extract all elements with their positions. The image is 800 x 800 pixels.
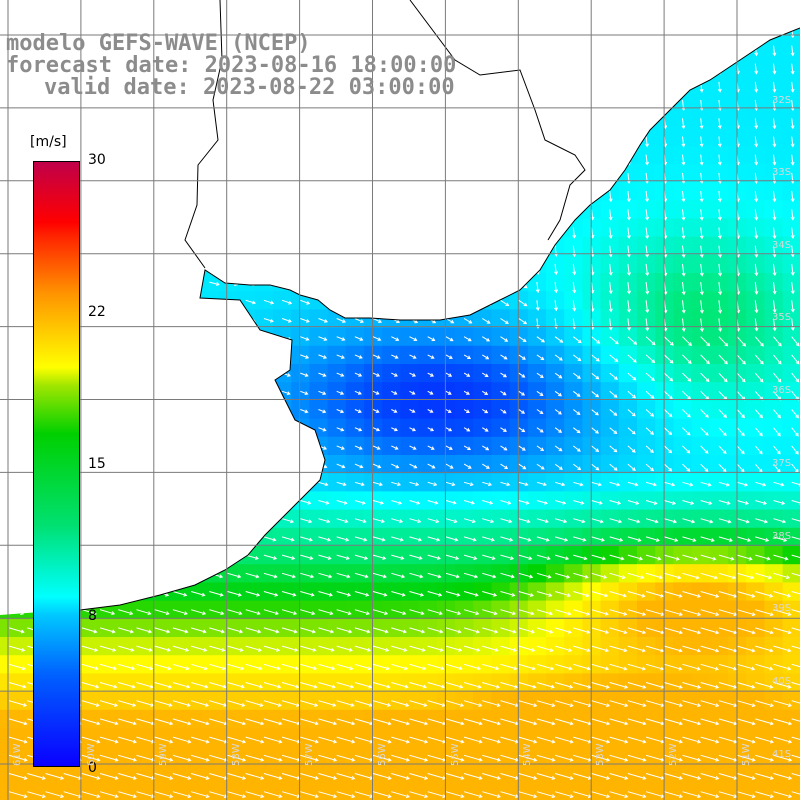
lon-label-58w: 58W — [231, 743, 242, 766]
lat-label-32s: 32S — [772, 95, 792, 106]
lat-label-34s: 34S — [772, 240, 792, 251]
lat-label-33s: 33S — [772, 167, 792, 178]
lon-label-51w: 51W — [741, 743, 752, 766]
lat-label-40s: 40S — [772, 676, 792, 687]
lon-label-55w: 55W — [450, 743, 461, 766]
colorbar-unit: [m/s] — [30, 134, 67, 150]
colorbar-tick-30: 30 — [88, 152, 106, 168]
title-valid-date: valid date: 2023-08-22 03:00:00 — [44, 75, 455, 100]
colorbar — [33, 161, 80, 767]
lat-label-39s: 39S — [772, 603, 792, 614]
lat-label-38s: 38S — [772, 531, 792, 542]
colorbar-tick-22: 22 — [88, 304, 106, 320]
lon-label-57w: 57W — [304, 743, 315, 766]
lon-label-52w: 52W — [668, 743, 679, 766]
lon-label-56w: 56W — [377, 743, 388, 766]
lon-label-60w: 60W — [86, 743, 97, 766]
colorbar-tick-8: 8 — [88, 608, 97, 624]
border-line — [184, 0, 223, 269]
lat-label-41s: 41S — [772, 749, 792, 760]
title-model: modelo GEFS-WAVE (NCEP) — [6, 31, 311, 56]
lat-label-35s: 35S — [772, 312, 792, 323]
coastline — [39, 27, 800, 613]
colorbar-tick-15: 15 — [88, 456, 106, 472]
lat-label-36s: 36S — [772, 385, 792, 396]
lon-label-54w: 54W — [522, 743, 533, 766]
lon-label-59w: 59W — [158, 743, 169, 766]
lat-label-37s: 37S — [772, 458, 792, 469]
lon-label-53w: 53W — [595, 743, 606, 766]
colorbar-tick-0: 0 — [88, 760, 97, 776]
title-forecast-date: forecast date: 2023-08-16 18:00:00 — [6, 53, 457, 78]
border-line — [409, 0, 586, 241]
lon-label-61w: 61W — [12, 743, 23, 766]
